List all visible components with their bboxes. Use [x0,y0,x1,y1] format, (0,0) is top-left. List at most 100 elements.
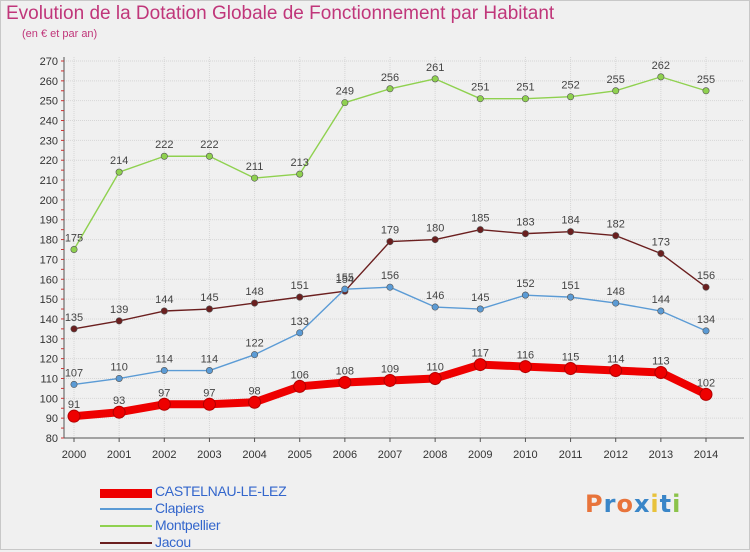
data-label: 152 [516,278,534,290]
data-label: 110 [110,361,128,373]
logo-letter: i [650,490,660,518]
data-point [612,299,620,307]
data-label: 139 [110,304,128,316]
data-label: 93 [113,395,125,407]
data-label: 144 [652,294,670,306]
y-tick-label: 270 [40,56,58,68]
legend-label: Montpellier [155,517,221,533]
series-lines [67,73,713,423]
data-label: 251 [471,82,489,94]
data-label: 185 [471,213,489,225]
data-point [341,99,349,107]
data-label: 145 [200,292,218,304]
data-label: 107 [65,367,83,379]
x-tick-label: 2009 [468,449,492,461]
y-tick-label: 230 [40,135,58,147]
legend-swatch [100,508,152,510]
data-point [70,380,78,388]
data-point [521,291,529,299]
y-tick-label: 120 [40,354,58,366]
data-point [518,360,532,374]
y-tick-label: 190 [40,215,58,227]
data-point [112,405,126,419]
legend-label: CASTELNAU-LE-LEZ [155,483,287,499]
y-tick-label: 220 [40,155,58,167]
data-label: 98 [248,385,260,397]
data-point [70,246,78,254]
data-point [657,73,665,81]
legend-swatch [100,542,152,544]
logo-letter: t [659,490,673,518]
data-point [564,362,578,376]
data-label: 144 [155,294,173,306]
data-label: 134 [697,314,715,326]
data-point [251,351,259,359]
y-tick-label: 100 [40,393,58,405]
data-point [338,375,352,389]
logo-letter: x [633,490,651,518]
data-label: 122 [245,338,263,350]
data-label: 110 [426,361,444,373]
data-point [476,95,484,103]
data-point [160,367,168,375]
data-point [251,174,259,182]
data-point [654,366,668,380]
data-labels: 175 214 222 222 211 213 249 256 261 251 251 252 255 2… [65,60,715,411]
data-label: 114 [201,354,219,366]
data-label: 109 [381,363,399,375]
chart-subtitle: (en € et par an) [22,28,98,40]
data-label: 183 [516,217,534,229]
data-point [567,228,575,236]
data-point [115,317,123,325]
data-point [521,95,529,103]
data-label: 145 [471,292,489,304]
data-point [115,168,123,176]
y-tick-label: 90 [46,413,58,425]
data-point [115,374,123,382]
y-tick-label: 200 [40,195,58,207]
data-label: 252 [561,80,579,92]
data-label: 151 [291,280,309,292]
y-tick-label: 130 [40,334,58,346]
data-point [70,325,78,333]
data-point [386,238,394,246]
x-tick-label: 2008 [423,449,447,461]
data-label: 114 [156,354,174,366]
data-point [296,293,304,301]
x-tick-label: 2006 [333,449,357,461]
y-tick-label: 250 [40,96,58,108]
data-label: 214 [110,155,128,167]
data-label: 175 [65,233,83,245]
data-label: 173 [652,236,670,248]
data-label: 108 [336,365,354,377]
y-tick-label: 110 [40,373,58,385]
data-label: 262 [652,60,670,72]
data-label: 148 [607,286,625,298]
legend-swatch [100,489,152,498]
data-label: 156 [697,270,715,282]
data-label: 133 [291,316,309,328]
data-point [612,87,620,95]
data-point [248,395,262,409]
data-point [431,236,439,244]
y-tick-label: 210 [40,175,58,187]
grid-lines [64,57,744,439]
data-point [612,232,620,240]
data-point [609,364,623,378]
data-label: 135 [65,312,83,324]
data-point [296,329,304,337]
data-point [476,305,484,313]
data-label: 255 [697,74,715,86]
data-point [293,379,307,393]
data-point [386,85,394,93]
data-point [251,299,259,307]
x-tick-label: 2013 [649,449,673,461]
legend-swatch [100,525,152,527]
data-label: 97 [203,387,215,399]
y-tick-label: 240 [40,116,58,128]
data-label: 222 [200,139,218,151]
data-point [383,373,397,387]
axes: 8090100110120130140150160170180190200210… [40,56,744,461]
data-label: 116 [517,350,535,362]
